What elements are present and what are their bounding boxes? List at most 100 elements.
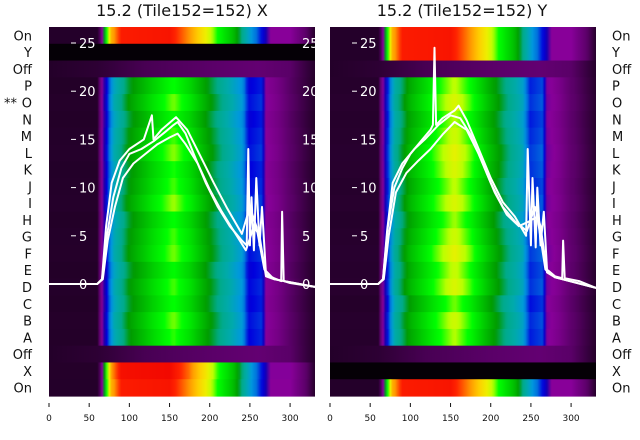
x-tick-label: 200 (482, 414, 499, 424)
heatmap-row-on (49, 27, 315, 45)
heatmap-row-h (330, 211, 596, 229)
x-tick-label: 200 (201, 414, 218, 424)
row-label-right: Y (611, 46, 620, 61)
x-tick-label: 250 (522, 414, 539, 424)
heatmap-row-k (330, 161, 596, 179)
heatmap-row-y (330, 43, 596, 62)
heatmap-row-p (49, 77, 315, 95)
heatmap-row-d (330, 278, 596, 296)
heatmap-panel-1: 0 5 10 15 20 25 (330, 27, 597, 397)
trace-line-3 (49, 114, 316, 288)
row-label-left: E (24, 264, 32, 279)
heatmap-row-b (330, 312, 596, 330)
row-marker: ** (4, 97, 18, 112)
x-tick-label: 50 (83, 414, 95, 424)
heatmap-row-y (49, 43, 315, 62)
heatmap-row-off (330, 345, 596, 364)
y-tick-label: 20 (79, 85, 96, 100)
heatmap-row-e (330, 261, 596, 280)
row-label-right: On (612, 382, 630, 397)
y-tick-label: 5 (360, 230, 368, 245)
row-label-right: X (612, 365, 621, 380)
x-tick-label: 300 (281, 414, 298, 424)
row-label-left: B (23, 315, 32, 330)
heatmap-row-h (49, 211, 315, 229)
y-tick-label: 25 (79, 37, 96, 52)
y-tick-label: 25 (360, 37, 377, 52)
row-label-right: B (612, 315, 621, 330)
row-label-left: P (24, 80, 32, 95)
x-tick-label: 150 (442, 414, 459, 424)
y-tick-label: 20 (360, 85, 377, 100)
heatmap-row-g (330, 228, 596, 246)
row-label-right: J (611, 180, 616, 195)
heatmap-row-c (49, 295, 315, 313)
row-label-left: D (22, 281, 32, 296)
row-label-right: L (612, 147, 620, 162)
x-tick-label: 100 (121, 414, 138, 424)
y-tick-label: 0 (79, 278, 87, 293)
heatmap-row-m (49, 127, 315, 146)
row-label-left: M (21, 130, 32, 145)
y-tick-label: 15 (360, 133, 377, 148)
heatmap-row-n (330, 110, 596, 129)
heatmap-row-a (330, 328, 596, 347)
row-label-left: Off (13, 63, 33, 78)
row-label-right: On (612, 29, 630, 44)
row-label-left: On (14, 29, 32, 44)
row-label-right: O (612, 97, 622, 112)
row-label-right: F (612, 247, 619, 262)
row-label-left: G (22, 231, 32, 246)
row-label-left: F (25, 247, 32, 262)
trace-line-3 (330, 114, 597, 289)
y-tick-label: 5 (79, 230, 87, 245)
heatmap-row-c (330, 295, 596, 313)
y-tick-label-secondary: 20 (302, 85, 319, 100)
row-label-right: Off (612, 63, 632, 78)
row-label-left: K (23, 164, 32, 179)
panel-title-y: 15.2 (Tile152=152) Y (377, 1, 548, 20)
row-label-left: Y (23, 46, 32, 61)
heatmap-row-m (330, 127, 596, 146)
heatmap-row-f (49, 245, 315, 263)
y-tick-label: 15 (79, 133, 96, 148)
heatmap-row-i (330, 194, 596, 213)
heatmap-row-a (49, 328, 315, 347)
y-tick-label-secondary: 10 (302, 182, 319, 197)
heatmap-row-g (49, 228, 315, 246)
row-label-right: I (612, 197, 616, 212)
row-label-right: E (612, 264, 620, 279)
panel-title-x: 15.2 (Tile152=152) X (96, 1, 268, 20)
y-tick-label-secondary: 5 (302, 230, 310, 245)
row-label-right: K (612, 164, 621, 179)
row-label-right: G (612, 231, 622, 246)
x-tick-label: 300 (562, 414, 579, 424)
row-label-left: I (28, 197, 32, 212)
row-label-left: H (22, 214, 32, 229)
row-label-left: Off (13, 348, 33, 363)
heatmap-row-off (49, 345, 315, 364)
heatmap-row-x (49, 362, 315, 380)
row-label-left: C (23, 298, 32, 313)
x-tick-label: 150 (161, 414, 178, 424)
row-label-right: C (612, 298, 621, 313)
row-label-left: On (14, 382, 32, 397)
row-label-left: L (25, 147, 33, 162)
y-tick-label: 0 (360, 278, 368, 293)
heatmap-row-on (330, 379, 596, 397)
x-tick-label: 250 (241, 414, 258, 424)
heatmap-row-b (49, 312, 315, 330)
heatmap-row-n (49, 110, 315, 129)
x-tick-label: 50 (364, 414, 376, 424)
heatmap-row-k (49, 161, 315, 179)
x-tick-label: 0 (327, 414, 333, 424)
heatmap-row-i (49, 194, 315, 213)
row-label-right: M (612, 130, 623, 145)
heatmap-row-p (330, 77, 596, 95)
heatmap-row-x (330, 362, 596, 380)
row-label-right: N (612, 113, 622, 128)
heatmap-row-d (49, 278, 315, 296)
heatmap-row-on (49, 379, 315, 397)
